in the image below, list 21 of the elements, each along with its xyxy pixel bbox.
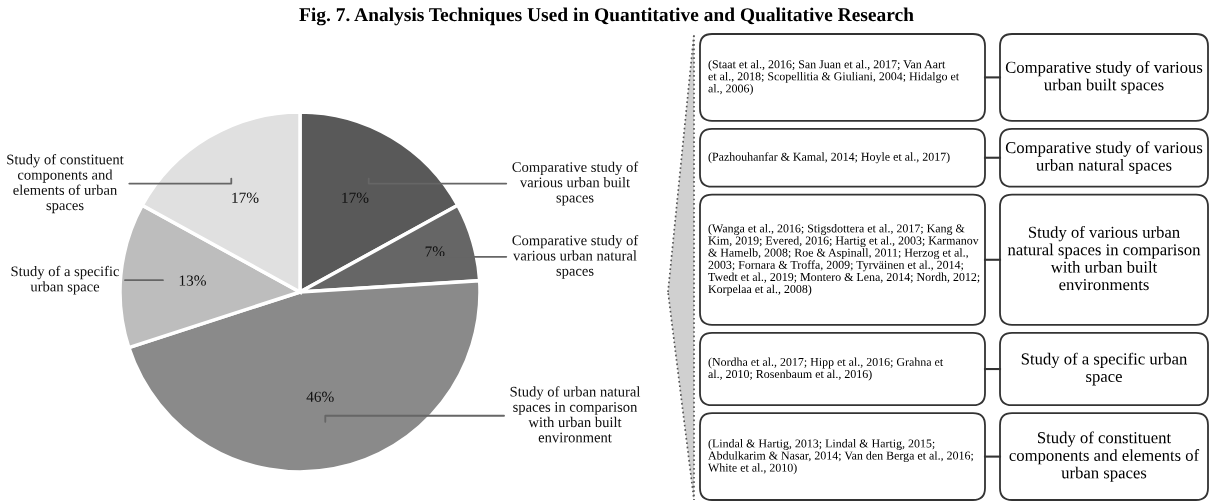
slice-label: Study of a specific urban space [11,265,120,295]
text: (Nordha et al., 2017; Hipp et al., 2016; Grahna et al., 2010; Rosenbaum et al., 2016) [708,357,944,381]
text: Study of a specific urban space [1021,352,1188,386]
text: Comparative study of various urban built spaces [1005,61,1203,94]
data-label: 46% [306,391,334,402]
text: (Pazhouhanfar & Kamal, 2014; Hoyle et al., 2017) [708,152,950,164]
text: Comparative study of various urban natural spaces [1005,141,1203,175]
text: (Staat et al., 2016; San Juan et al., 2017; Van Aart et al., 2018; Scopellitia & Giuliani, 2004; Hidalgo et al., 2006) [708,59,960,95]
slice-label: Study of constituent components and elements of urban spaces [7,153,124,214]
data-label: 17% [342,192,369,203]
text: Study of various urban natural spaces in comparison with urban built environments [1007,225,1201,291]
data-label: 13% [179,275,206,286]
chart-title: Fig. 7. Analysis Techniques Used in Quantitative and Qualitative Research [299,7,914,26]
text: (Lindal & Hartig, 2013; Lindal & Hartig, 2015; Abdulkarim & Nasar, 2014; Van den Berga et al., 2016; White et al., 2010) [708,439,973,475]
data-label: 17% [232,192,259,203]
slice-label: Comparative study of various urban built spaces [512,161,639,206]
slice-label: Study of urban natural spaces in comparison with urban built environment [510,386,641,443]
slice-label: Comparative study of various urban natural spaces [512,234,639,279]
text: (Wanga et al., 2016; Stigsdottera et al., 2017; Kang & Kim, 2019; Evered, 2016; Hartig et al., 2003; Karmanov & Hamelb, 2008; Roe & Aspinall, 2011; Herzog et al., 2003; Fornara & Troffa, 2009; Tyrväinen et al., 2014; Twedt et al., 2019; Montero & Lena, 2014; Nordh, 2012; Korpelaa et al., 2008) [708,224,980,296]
text: Study of constituent components and elements of urban spaces [1009,431,1200,482]
data-label: 7% [425,246,445,257]
